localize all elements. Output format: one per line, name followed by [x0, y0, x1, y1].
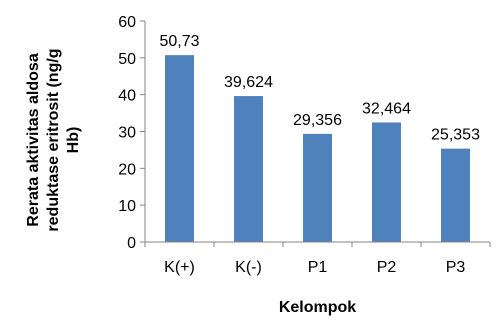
bar [303, 133, 332, 242]
x-tick-label: P2 [377, 259, 397, 276]
bar [234, 96, 263, 242]
x-axis-title: Kelompok [279, 299, 356, 316]
data-label: 32,464 [362, 100, 411, 117]
x-tick-label: P3 [446, 259, 466, 276]
y-axis-title-line: Rerata aktivitas aldosa [25, 53, 42, 227]
data-label: 39,624 [224, 74, 273, 91]
x-tick-label: K(-) [235, 259, 262, 276]
x-tick-label: P1 [308, 259, 328, 276]
y-axis: 0 10 20 30 40 50 60 [118, 14, 146, 252]
y-tick-label: 10 [118, 198, 136, 215]
y-axis-title-line: reduktase eritrosit (ng/g [45, 48, 62, 231]
y-axis-title: Rerata aktivitas aldosa reduktase eritros… [25, 48, 82, 231]
data-label: 50,73 [159, 33, 199, 50]
y-tick-label: 30 [118, 125, 136, 142]
y-axis-title-line: Hb) [65, 127, 82, 154]
bar [441, 148, 470, 242]
y-tick-label: 0 [127, 235, 136, 252]
bars: 50,73 39,624 29,356 32,464 25,353 [159, 33, 480, 242]
data-label: 29,356 [293, 112, 342, 129]
y-tick-label: 20 [118, 161, 136, 178]
x-axis: K(+) K(-) P1 P2 P3 [144, 241, 491, 276]
x-tick-label: K(+) [164, 259, 195, 276]
bar [165, 55, 194, 242]
y-tick-label: 50 [118, 51, 136, 68]
bar [372, 122, 401, 242]
data-label: 25,353 [431, 127, 480, 144]
y-tick-label: 40 [118, 88, 136, 105]
y-tick-label: 60 [118, 14, 136, 31]
